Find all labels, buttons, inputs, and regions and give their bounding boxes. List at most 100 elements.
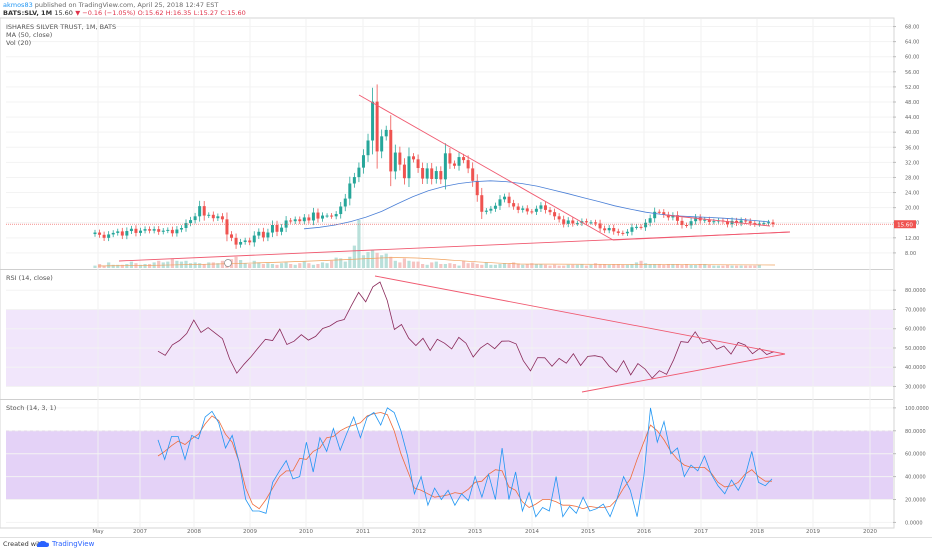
- volume-bar: [202, 264, 206, 268]
- volume-bar: [334, 257, 338, 268]
- volume-bar: [157, 260, 161, 268]
- candle-body: [220, 216, 224, 220]
- candle-body: [143, 229, 147, 231]
- candle-body: [202, 206, 206, 216]
- candle-body: [521, 208, 525, 210]
- volume-bar: [239, 260, 243, 268]
- candle-body: [452, 163, 456, 166]
- rsi-legend[interactable]: RSI (14, close): [6, 274, 53, 282]
- volume-bar: [138, 264, 143, 268]
- x-tick-label: 2018: [750, 529, 764, 535]
- volume-bar: [307, 263, 311, 268]
- candle-body: [316, 212, 320, 219]
- x-tick-label: 2016: [637, 529, 651, 535]
- candle-body: [439, 171, 443, 180]
- trendline-support: [612, 231, 791, 241]
- candle-body: [261, 231, 265, 238]
- candle-body: [539, 205, 543, 209]
- volume-bar: [557, 265, 561, 268]
- volume-bar: [366, 252, 370, 268]
- volume-bar: [93, 265, 97, 268]
- volume-bar: [407, 260, 411, 268]
- x-tick-label: 2017: [694, 529, 708, 535]
- stoch-tick-label: 80.0000: [905, 429, 926, 435]
- price-tick-label: 36.00: [905, 145, 919, 151]
- volume-bar: [421, 264, 425, 268]
- candle-body: [375, 101, 379, 152]
- volume-legend[interactable]: Vol (20): [6, 39, 32, 47]
- volume-bar: [248, 264, 252, 268]
- volume-bar: [684, 264, 689, 268]
- volume-bar: [571, 264, 575, 268]
- author-link[interactable]: akmos83: [3, 1, 33, 9]
- volume-bar: [402, 258, 407, 268]
- volume-bar: [357, 220, 361, 268]
- candle-body: [393, 152, 397, 172]
- candle-body: [594, 222, 598, 224]
- candle-body: [512, 203, 516, 207]
- candle-body: [234, 237, 238, 245]
- volume-bar: [102, 265, 106, 268]
- volume-bar: [398, 262, 402, 268]
- volume-bar: [466, 263, 470, 268]
- candle-body: [211, 214, 215, 219]
- candle-body: [589, 222, 593, 224]
- candle-body: [562, 219, 566, 224]
- candle-body: [280, 227, 284, 232]
- candle-body: [425, 168, 429, 179]
- volume-bar: [389, 256, 393, 268]
- volume-bar: [120, 264, 124, 268]
- candle-body: [148, 229, 152, 231]
- volume-bar: [534, 264, 538, 268]
- candle-body: [239, 241, 243, 245]
- volume-bar: [207, 262, 211, 268]
- candle-body: [571, 220, 575, 224]
- candle-body: [380, 136, 384, 152]
- candle-body: [557, 216, 561, 220]
- volume-bar: [457, 265, 461, 268]
- candle-body: [694, 217, 698, 222]
- volume-bar: [680, 264, 684, 268]
- rsi-line: [157, 281, 775, 379]
- ohlc-readout: BATS:SLV, 1M 15.60 ▼ −0.16 (−1.05%) O:15…: [3, 9, 246, 17]
- volume-bar: [671, 264, 675, 268]
- candle-body: [657, 211, 661, 213]
- candle-body: [257, 231, 261, 236]
- tradingview-link[interactable]: TradingView: [52, 540, 95, 548]
- volume-bar: [107, 262, 111, 268]
- candle-body: [566, 220, 570, 224]
- stoch-tick-label: 60.0000: [905, 452, 926, 458]
- volume-bar: [461, 260, 466, 268]
- candle-body: [98, 232, 102, 235]
- volume-bar: [480, 264, 484, 268]
- candle-body: [516, 206, 520, 210]
- volume-bar: [584, 265, 589, 268]
- last-price: 15.60: [54, 9, 73, 17]
- price-tick-label: 56.00: [905, 70, 919, 76]
- candle-body: [193, 216, 197, 221]
- volume-bar: [425, 264, 429, 268]
- candle-body: [598, 223, 602, 229]
- candle-body: [448, 153, 452, 164]
- volume-bar: [452, 264, 457, 268]
- price-tick-label: 44.00: [905, 115, 919, 121]
- candle-body: [475, 180, 479, 196]
- candle-body: [543, 205, 547, 210]
- candle-body: [111, 232, 115, 235]
- stoch-legend[interactable]: Stoch (14, 3, 1): [6, 404, 57, 412]
- volume-bar: [448, 263, 452, 268]
- candle-body: [480, 195, 484, 212]
- volume-bar: [666, 264, 670, 268]
- candle-body: [416, 159, 420, 169]
- price-legend-title[interactable]: ISHARES SILVER TRUST, 1M, BATS: [6, 23, 117, 31]
- candle-body: [357, 167, 361, 178]
- created-with-label: Created with: [3, 540, 45, 548]
- ma-legend[interactable]: MA (50, close): [6, 31, 53, 39]
- candle-body: [248, 240, 252, 243]
- candle-body: [525, 208, 529, 212]
- volume-bar: [707, 264, 711, 268]
- candle-body: [739, 220, 743, 224]
- x-tick-label: 2009: [243, 529, 257, 535]
- candle-body: [371, 101, 375, 141]
- stoch-tick-label: 0.0000: [905, 520, 923, 526]
